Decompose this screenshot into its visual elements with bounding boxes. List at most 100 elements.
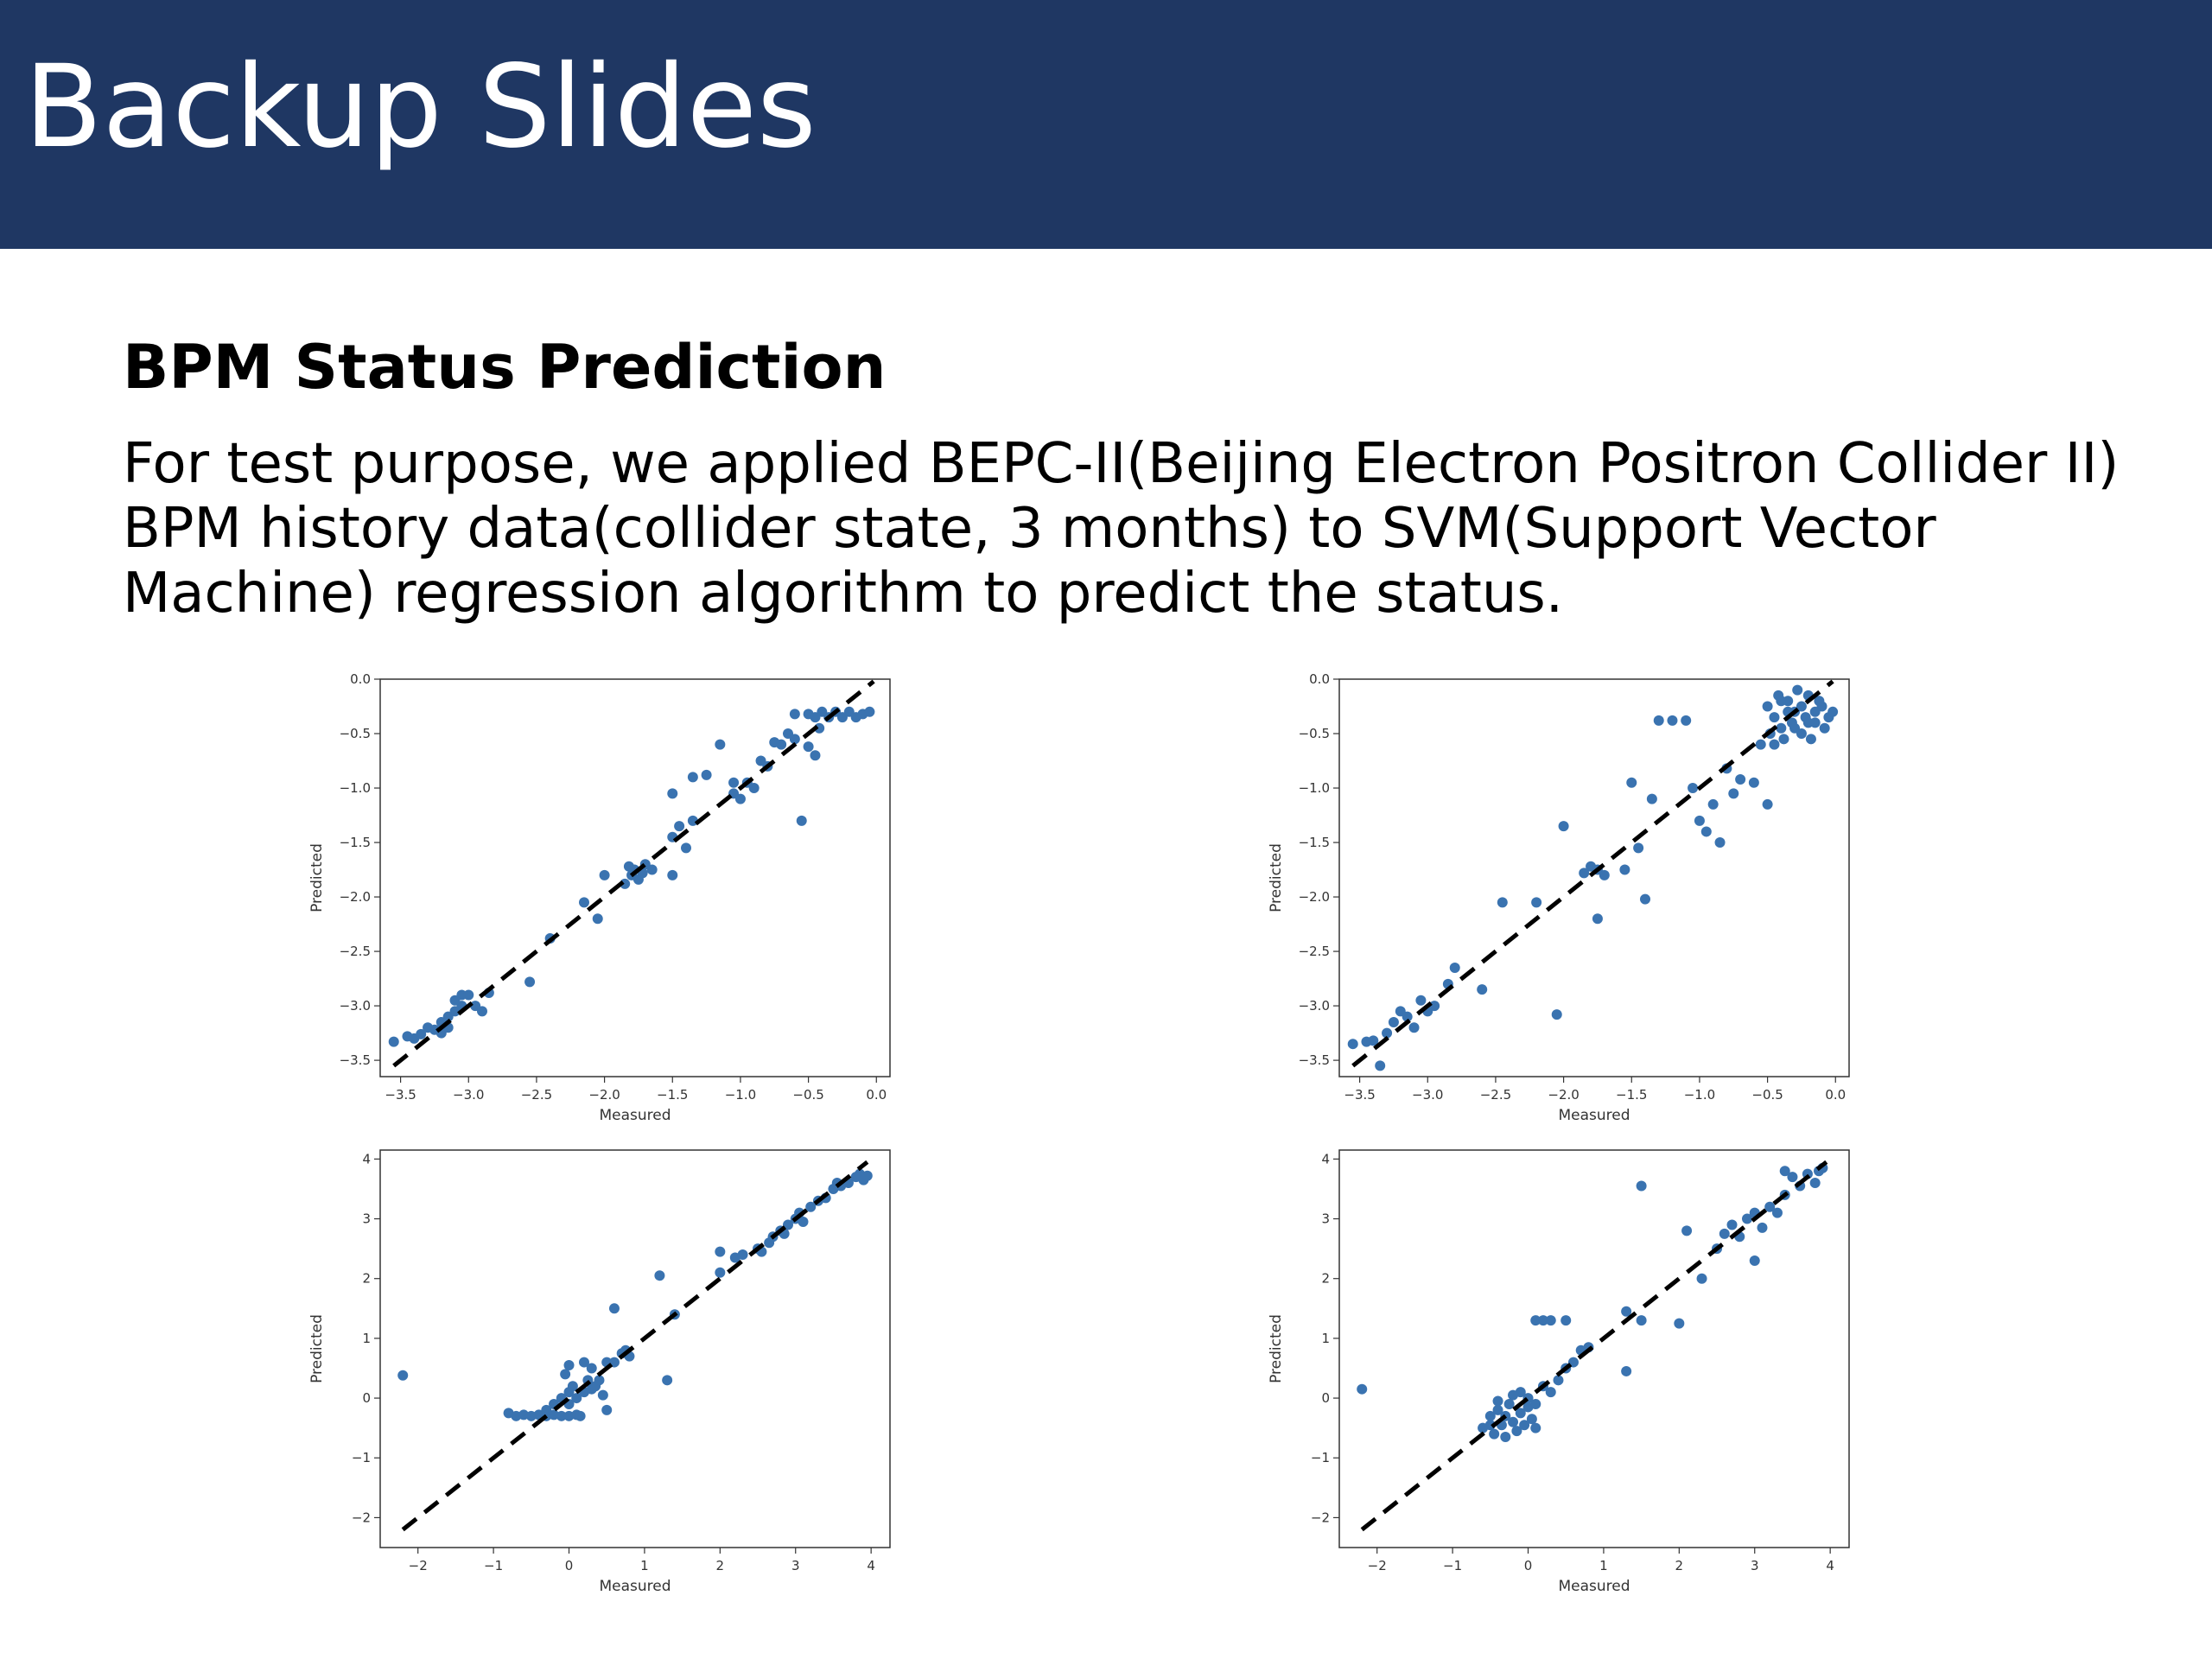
scatter-point — [1776, 696, 1787, 707]
plot-frame — [1338, 1149, 1850, 1548]
y-tick-label: −2.5 — [1299, 944, 1330, 959]
scatter-point — [1415, 995, 1427, 1006]
x-tick-label: −2.0 — [588, 1087, 620, 1103]
scatter-point — [397, 1370, 409, 1381]
scatter-point — [1681, 1225, 1693, 1236]
scatter-point — [1357, 1383, 1368, 1395]
scatter-point — [662, 1375, 673, 1386]
x-tick-label: −1.0 — [725, 1087, 756, 1103]
scatter-point — [575, 1410, 586, 1421]
scatter-point — [1515, 1387, 1526, 1398]
scatter-point — [1814, 696, 1825, 707]
scatter-point — [1787, 1172, 1798, 1183]
scatter-point — [1742, 1213, 1752, 1224]
scatter-point — [1368, 1035, 1379, 1046]
slide-subtitle: BPM Status Prediction — [123, 332, 887, 403]
scatter-point — [1827, 706, 1839, 717]
scatter-point — [477, 1006, 487, 1017]
scatter-point — [798, 1217, 809, 1228]
scatter-point — [776, 739, 787, 750]
y-tick-label: −0.5 — [1299, 726, 1330, 741]
x-tick-label: 1 — [1599, 1558, 1608, 1573]
scatter-point — [1636, 1180, 1647, 1192]
scatter-point — [597, 1389, 608, 1401]
scatter-point — [1621, 1306, 1632, 1317]
scatter-point — [1545, 1315, 1556, 1326]
x-tick-label: 2 — [1675, 1558, 1684, 1573]
scatter-point — [1530, 1422, 1541, 1433]
scatter-point — [715, 739, 726, 750]
y-tick-label: 1 — [1321, 1331, 1330, 1346]
scatter-point — [1653, 715, 1664, 726]
scatter-point — [1796, 701, 1807, 712]
scatter-point — [1500, 1432, 1511, 1443]
y-tick-label: −3.5 — [1299, 1052, 1330, 1068]
x-tick-label: 4 — [1826, 1558, 1834, 1573]
scatter-point — [646, 864, 658, 875]
scatter-point — [715, 1267, 726, 1278]
scatter-point — [836, 712, 848, 723]
scatter-point — [701, 769, 712, 780]
scatter-point — [681, 842, 691, 854]
y-tick-label: −2.5 — [340, 944, 371, 959]
y-tick-label: 0 — [1321, 1390, 1330, 1406]
y-tick-label: 3 — [1321, 1211, 1330, 1227]
scatter-point — [1640, 893, 1650, 905]
scatter-point — [1802, 717, 1814, 728]
scatter-point — [861, 1170, 873, 1181]
scatter-point — [1382, 1027, 1393, 1039]
x-axis-label: Measured — [1558, 1578, 1630, 1595]
scatter-point — [1792, 684, 1803, 696]
scatter-point — [1497, 897, 1508, 908]
scatter-point — [1769, 739, 1780, 750]
scatter-point — [1633, 842, 1644, 854]
body-line: For test purpose, we applied BEPC-II(Bei… — [123, 432, 2120, 496]
scatter-point — [1805, 734, 1816, 745]
y-axis-label: Predicted — [1268, 1314, 1285, 1383]
scatter-point — [1762, 701, 1773, 712]
scatter-point — [1719, 1228, 1730, 1239]
slide-body-text: For test purpose, we applied BEPC-II(Bei… — [123, 432, 2179, 626]
scatter-point — [1347, 1039, 1358, 1050]
x-tick-label: −3.0 — [453, 1087, 484, 1103]
y-tick-label: −3.5 — [340, 1052, 371, 1068]
scatter-point — [1579, 868, 1590, 879]
y-axis-label: Predicted — [1268, 843, 1285, 912]
y-tick-label: −1.0 — [1299, 780, 1330, 796]
scatter-point — [1408, 1022, 1420, 1033]
scatter-point — [1809, 706, 1821, 717]
x-tick-label: −3.0 — [1412, 1087, 1443, 1103]
scatter-point — [1681, 715, 1692, 726]
scatter-point — [667, 788, 678, 799]
scatter-point — [1526, 1414, 1537, 1425]
scatter-point — [1776, 722, 1787, 734]
scatter-point — [1508, 1416, 1519, 1427]
scatter-point — [789, 734, 800, 745]
y-tick-label: −1.0 — [340, 780, 371, 796]
x-tick-label: −2 — [1368, 1558, 1387, 1573]
scatter-point — [1530, 1398, 1541, 1409]
x-tick-label: 0.0 — [866, 1087, 887, 1103]
scatter-point — [1688, 783, 1699, 794]
x-axis-label: Measured — [599, 1107, 671, 1124]
scatter-point — [1388, 1016, 1399, 1027]
scatter-point — [796, 815, 807, 826]
scatter-point — [1489, 1428, 1500, 1440]
plot-frame — [1338, 678, 1850, 1077]
x-tick-label: 1 — [640, 1558, 649, 1573]
x-tick-label: 4 — [867, 1558, 875, 1573]
y-axis-label: Predicted — [308, 843, 326, 912]
scatter-point — [810, 750, 821, 761]
x-tick-label: −2 — [409, 1558, 428, 1573]
scatter-point — [579, 897, 589, 908]
scatter-point — [601, 1404, 613, 1415]
scatter-point — [556, 1410, 567, 1421]
scatter-plot-top-left: −3.5 −3.0 −2.5 −2.0 −1.5 −1.0 −0.5 0.0 0.0 −0.5 −1… — [308, 671, 891, 1124]
x-axis-label: Measured — [1558, 1107, 1630, 1124]
scatter-point — [687, 815, 698, 826]
reference-line — [401, 1160, 869, 1532]
scatter-point — [789, 709, 800, 720]
scatter-point — [687, 772, 698, 783]
scatter-point — [1375, 1060, 1386, 1071]
reference-line — [1351, 679, 1834, 1068]
